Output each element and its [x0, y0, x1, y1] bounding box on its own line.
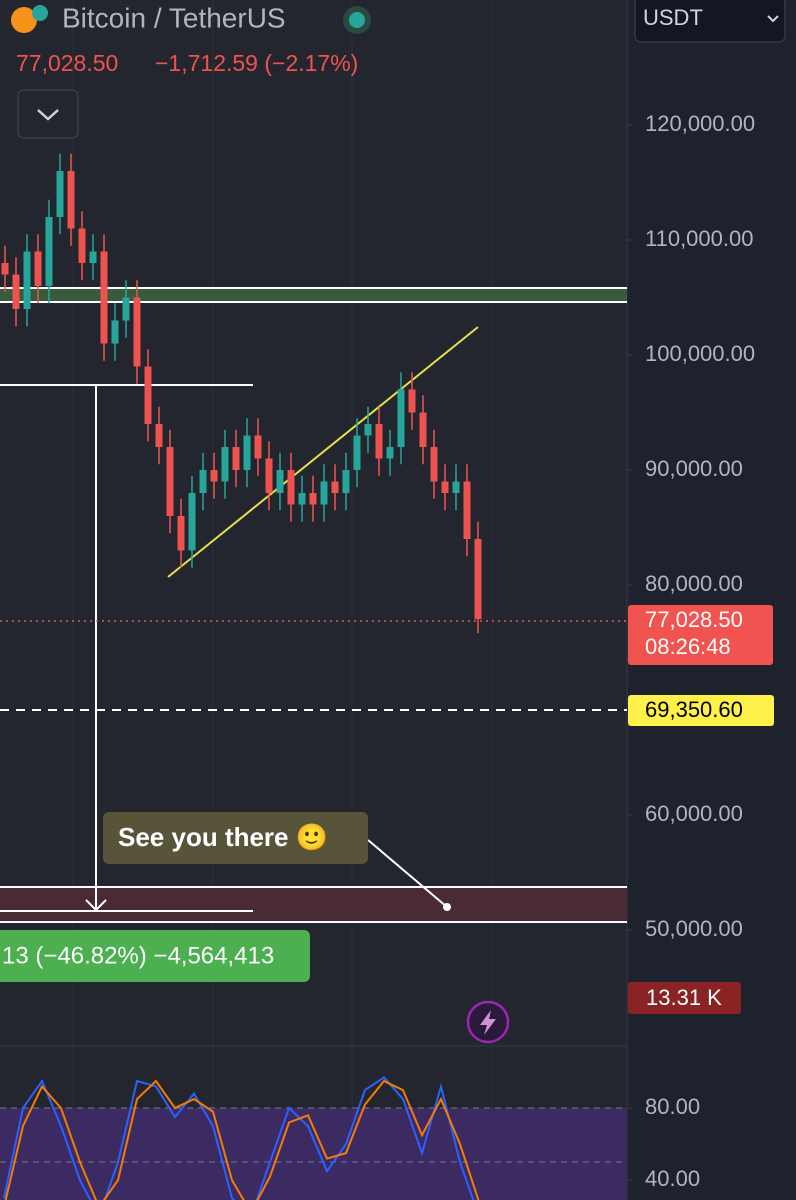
osc-tick-label: 80.00 — [645, 1094, 700, 1119]
exchange-icon — [32, 5, 48, 21]
y-tick-label: 110,000.00 — [645, 226, 753, 251]
volume-tag-text: 13.31 K — [646, 985, 722, 1010]
chevron-icon — [37, 109, 59, 121]
target-tag-text: 69,350.60 — [645, 697, 743, 722]
arrow-head — [85, 899, 107, 912]
candle-body — [34, 251, 42, 287]
candle-body — [56, 171, 64, 218]
candle-body — [78, 228, 86, 264]
collapse-button[interactable] — [17, 89, 79, 139]
candle-body — [419, 412, 427, 448]
candle-body — [45, 217, 53, 287]
candle-body — [177, 516, 185, 551]
candle-body — [309, 493, 317, 505]
candle-body — [254, 435, 262, 459]
last-price-tag — [628, 605, 773, 665]
annotation-text: See you there 🙂 — [118, 822, 328, 852]
candle-body — [155, 424, 163, 448]
candle-body — [320, 481, 328, 505]
candle-body — [12, 274, 20, 310]
annotation-box — [103, 812, 368, 864]
y-tick-label: 60,000.00 — [645, 801, 743, 826]
candle-body — [199, 470, 207, 494]
candle-body — [23, 251, 31, 310]
candle-body — [243, 435, 251, 471]
currency-label: USDT — [643, 5, 703, 30]
candle-body — [122, 297, 130, 321]
osc-tick-label: 40.00 — [645, 1166, 700, 1191]
candle-body — [166, 447, 174, 517]
candle-body — [331, 481, 339, 494]
candle-body — [386, 447, 394, 459]
candle-body — [265, 458, 273, 494]
symbol-title: Bitcoin / TetherUS — [62, 2, 286, 33]
candle-body — [133, 297, 141, 367]
candle-body — [232, 447, 240, 471]
oscillator-band — [0, 1108, 627, 1200]
candle-body — [441, 481, 449, 494]
osc-line — [4, 1079, 480, 1200]
countdown: 08:26:48 — [645, 634, 731, 659]
candle-body — [474, 539, 482, 620]
y-tick-label: 50,000.00 — [645, 916, 743, 941]
candle-body — [375, 424, 383, 459]
candle-body — [100, 251, 108, 344]
candle-body — [408, 389, 416, 413]
last-price-tag-text: 77,028.50 — [645, 607, 743, 632]
candle-body — [342, 470, 350, 494]
osc-line — [3, 1076, 475, 1200]
candle-body — [67, 171, 75, 229]
measure-text: 13 (−46.82%) −4,564,413 — [2, 942, 274, 969]
y-tick-label: 80,000.00 — [645, 571, 743, 596]
volume-tag — [628, 982, 741, 1014]
measure-box — [0, 930, 310, 982]
y-tick-label: 100,000.00 — [645, 341, 755, 366]
candle-body — [397, 389, 405, 448]
candle-body — [364, 424, 372, 436]
market-status — [349, 12, 365, 28]
last-price: 77,028.50 — [16, 50, 118, 76]
candle-body — [430, 447, 438, 482]
candles — [1, 153, 482, 634]
lightning-icon — [480, 1010, 496, 1035]
resistance-zone — [0, 288, 627, 302]
candle-body — [210, 470, 218, 482]
candle-body — [221, 447, 229, 482]
candle-body — [144, 366, 152, 425]
target-tag — [628, 695, 774, 726]
candle-body — [89, 251, 97, 264]
candle-body — [287, 470, 295, 505]
coin-icon — [11, 7, 37, 33]
candle-body — [353, 435, 361, 471]
plot-area — [0, 0, 627, 1200]
candle-body — [188, 493, 196, 551]
callout-dot — [443, 903, 451, 911]
callout-line — [367, 839, 448, 908]
dropdown-icon — [767, 15, 779, 23]
trend-line — [167, 326, 479, 578]
oscillator — [3, 1076, 480, 1200]
candle-body — [1, 263, 9, 275]
support-zone — [0, 887, 627, 922]
candle-body — [298, 493, 306, 505]
candle-body — [276, 470, 284, 494]
y-tick-label: 120,000.00 — [645, 111, 755, 136]
candle-body — [111, 320, 119, 344]
price-axis: 120,000.00 110,000.00 100,000.00 90,000.00 8… — [627, 111, 755, 1191]
y-tick-label: 90,000.00 — [645, 456, 743, 481]
currency-select[interactable] — [634, 0, 786, 43]
price-change: −1,712.59 (−2.17%) — [155, 50, 358, 76]
candle-body — [463, 481, 471, 540]
candle-body — [452, 481, 460, 494]
